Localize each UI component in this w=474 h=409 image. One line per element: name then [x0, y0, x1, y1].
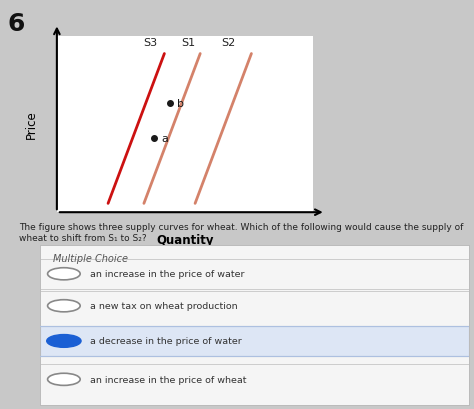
Text: Quantity: Quantity	[156, 234, 214, 247]
Bar	[40, 326, 469, 356]
Text: a decrease in the price of water: a decrease in the price of water	[90, 337, 241, 346]
Text: an increase in the price of water: an increase in the price of water	[90, 270, 244, 279]
Text: an increase in the price of wheat: an increase in the price of wheat	[90, 375, 246, 384]
Text: 6: 6	[7, 12, 25, 36]
Text: The figure shows three supply curves for wheat. Which of the following would cau: The figure shows three supply curves for…	[19, 223, 463, 242]
Text: S2: S2	[221, 38, 236, 48]
Text: b: b	[177, 99, 184, 109]
Text: S1: S1	[182, 38, 196, 48]
Text: Multiple Choice: Multiple Choice	[53, 253, 128, 263]
Circle shape	[47, 300, 80, 312]
Text: a new tax on wheat production: a new tax on wheat production	[90, 301, 237, 310]
Circle shape	[47, 335, 81, 348]
Circle shape	[47, 373, 80, 385]
Text: a: a	[162, 134, 169, 144]
Text: Price: Price	[25, 110, 38, 139]
Text: S3: S3	[143, 38, 157, 48]
Circle shape	[47, 268, 80, 280]
